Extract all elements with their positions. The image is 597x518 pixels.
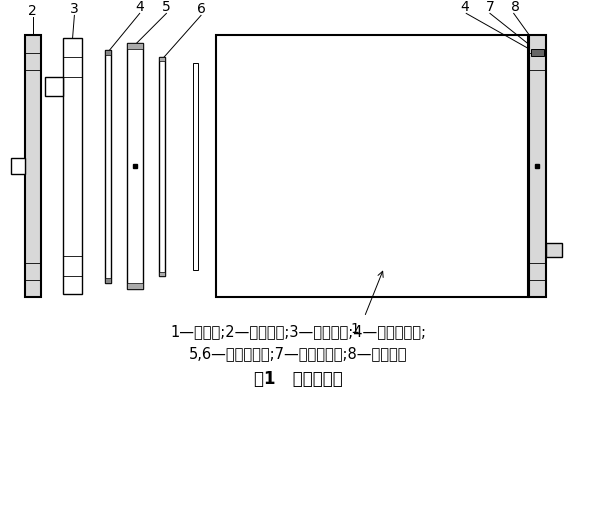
Bar: [216, 35, 528, 297]
Text: 3: 3: [70, 3, 79, 17]
Bar: [45, 77, 63, 96]
Text: 图1   电解槽结构: 图1 电解槽结构: [254, 370, 343, 388]
Text: 6: 6: [196, 3, 205, 17]
Bar: [105, 50, 111, 55]
Bar: [193, 63, 198, 270]
Text: 5: 5: [162, 1, 171, 15]
Text: 4: 4: [460, 1, 469, 15]
Bar: [105, 50, 111, 282]
Text: 8: 8: [511, 1, 520, 15]
Text: 2: 2: [29, 4, 37, 19]
Text: 5,6—组合密封垫;7—极板框组件;8—正极端板: 5,6—组合密封垫;7—极板框组件;8—正极端板: [189, 346, 407, 361]
Bar: [127, 43, 143, 49]
Bar: [159, 57, 165, 61]
Bar: [531, 49, 544, 56]
Text: 7: 7: [485, 1, 494, 15]
Bar: [11, 159, 25, 174]
Bar: [25, 35, 41, 297]
Bar: [63, 38, 82, 294]
Text: 1—主极板;2—负极端板;3—极板组件;4—环状极板框;: 1—主极板;2—负极端板;3—极板组件;4—环状极板框;: [170, 324, 426, 339]
Text: 1: 1: [350, 322, 359, 336]
Text: 4: 4: [136, 1, 144, 15]
Bar: [127, 43, 143, 290]
Bar: [159, 57, 165, 276]
Bar: [528, 35, 546, 297]
Bar: [159, 271, 165, 276]
Bar: [105, 278, 111, 282]
Bar: [546, 243, 562, 257]
Bar: [127, 283, 143, 290]
